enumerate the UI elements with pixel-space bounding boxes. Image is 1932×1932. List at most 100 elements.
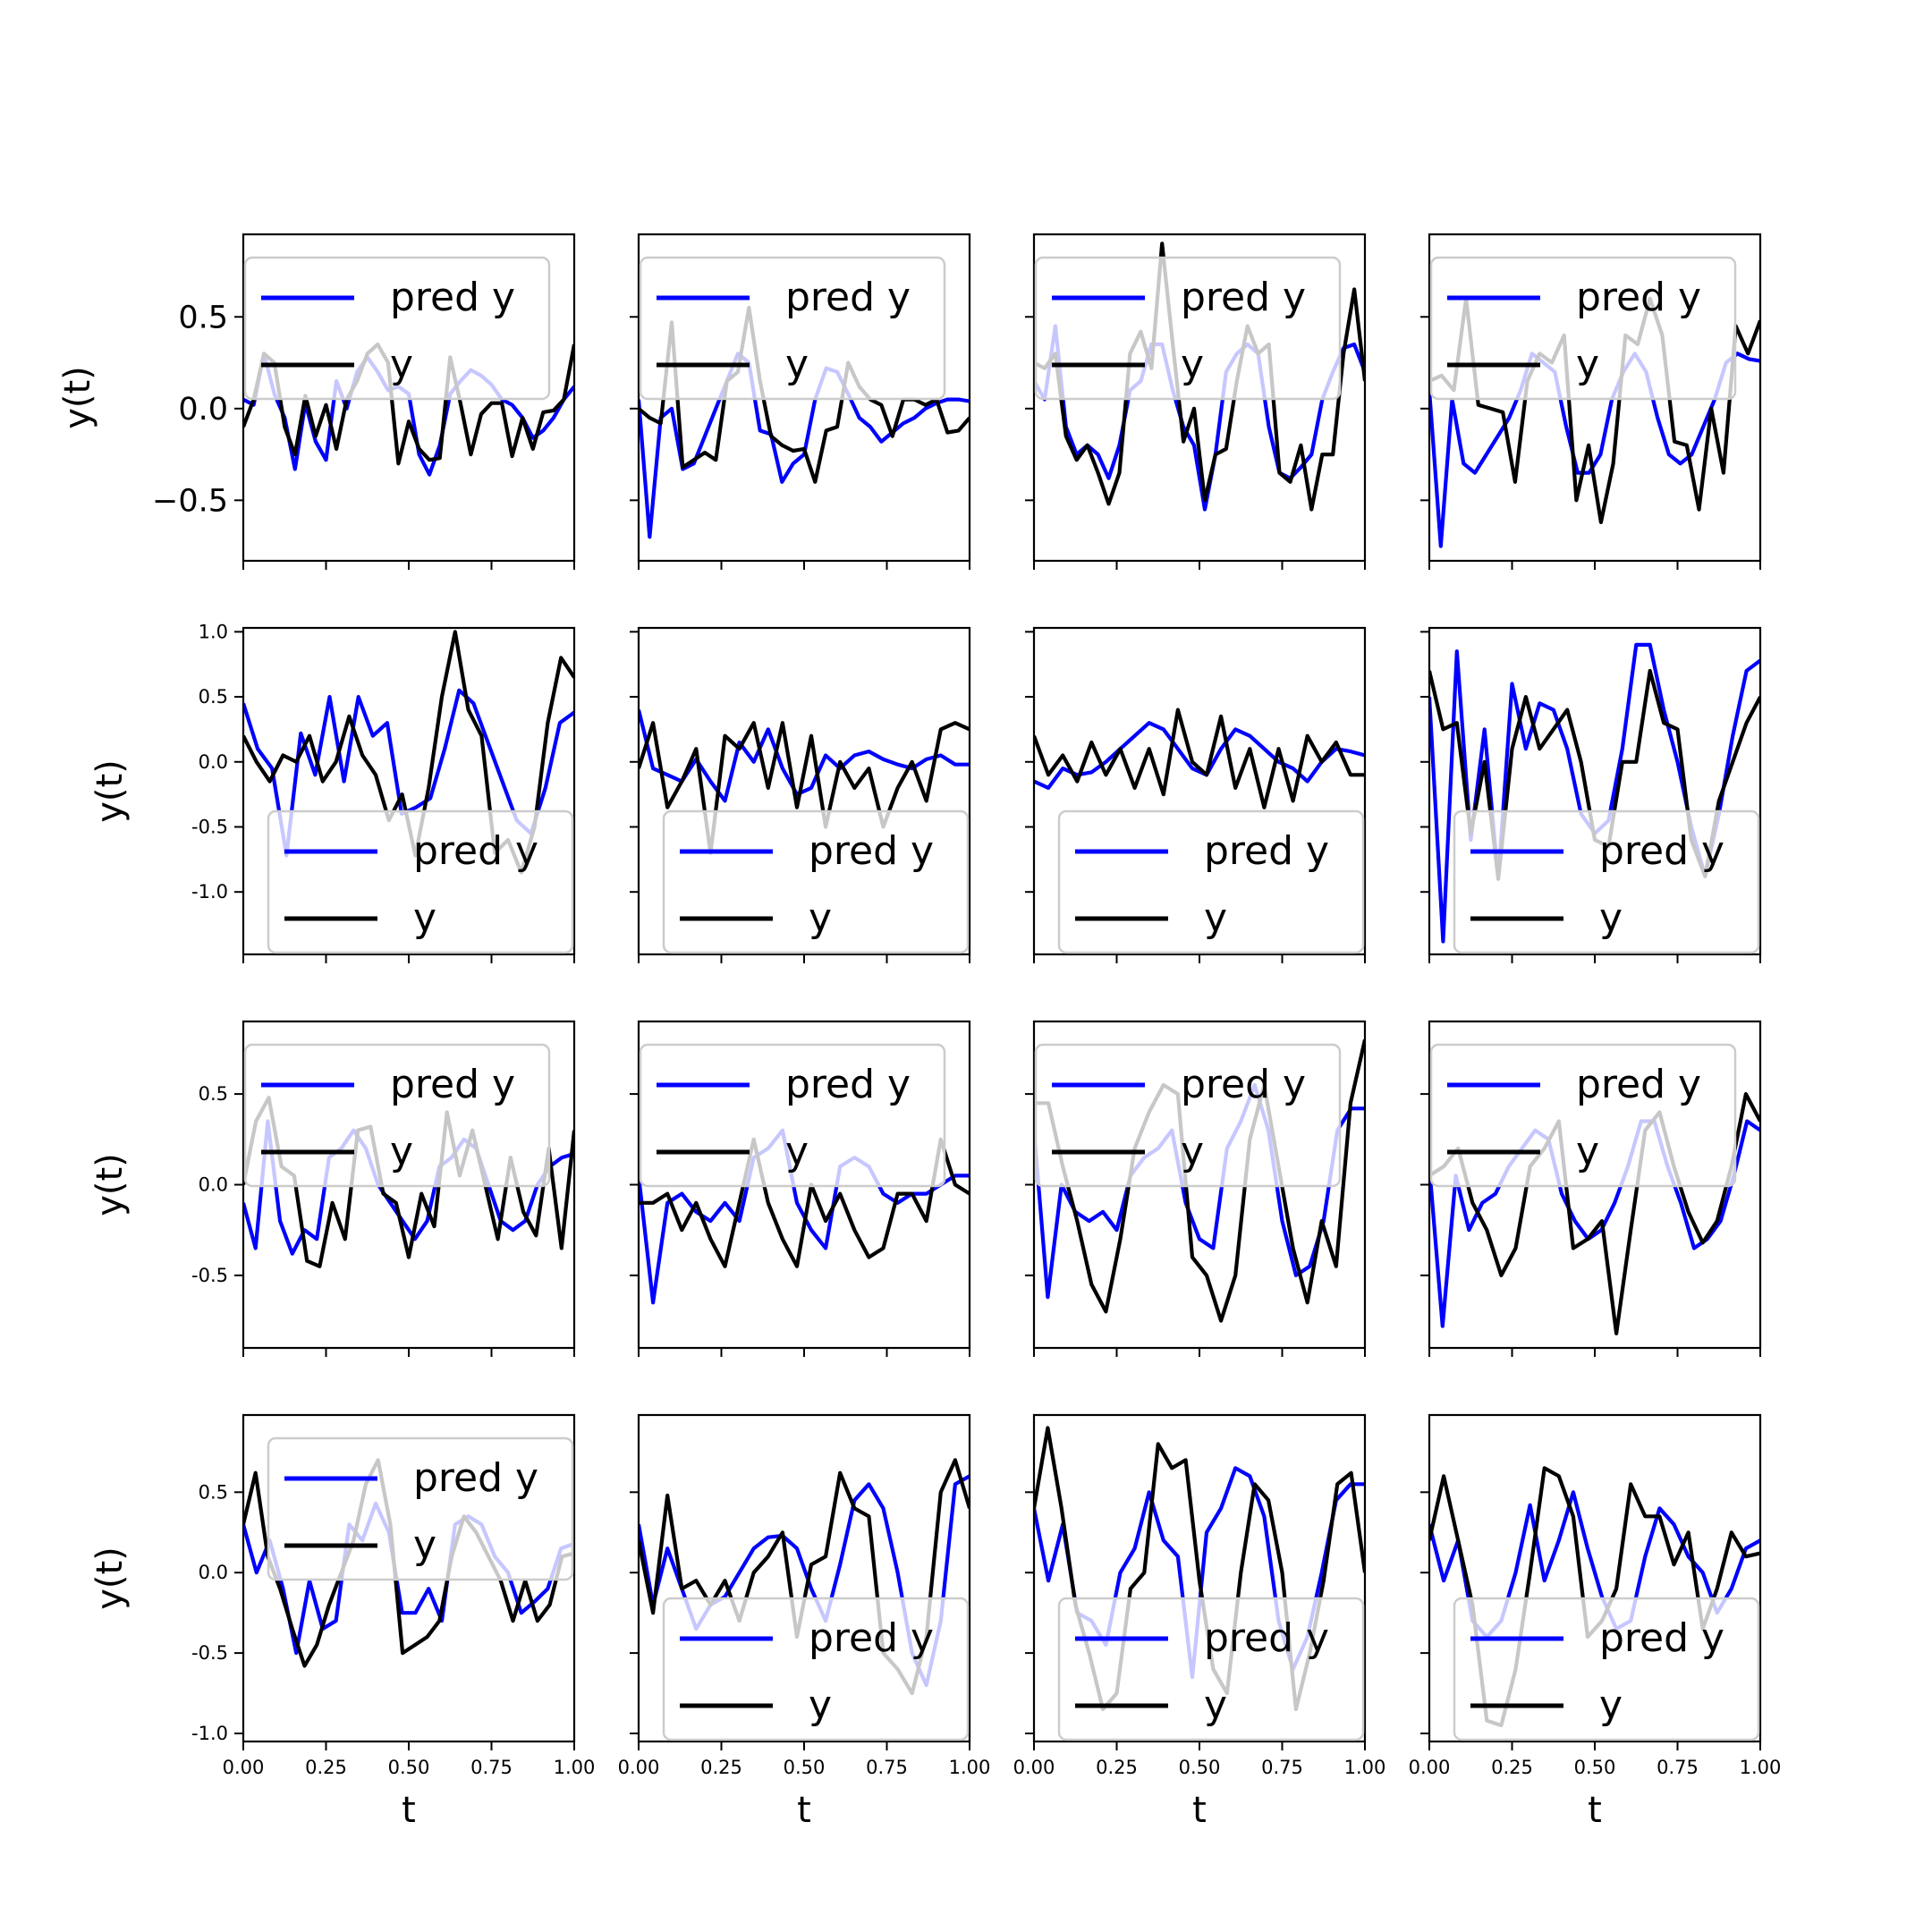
y-axis-label: y(t) [89,1546,131,1610]
series-group [639,709,970,855]
y-tick-label: 0.0 [199,1562,228,1583]
x-tick-label: 0.25 [700,1757,742,1778]
y-axis-label: y(t) [57,366,98,429]
series-group [1034,242,1365,512]
series-line-pred-y [1034,1082,1365,1300]
y-tick-label: 0.5 [199,686,228,708]
y-tick-label: 0.0 [199,751,228,773]
x-tick-label: 0.25 [305,1757,347,1778]
series-line-y [639,1137,970,1268]
legend-label: pred y [1204,1615,1329,1661]
series-group [1429,1091,1760,1335]
legend-label: pred y [1204,828,1329,874]
legend-label: y [1576,1129,1599,1174]
legend: pred y y [1453,1597,1760,1741]
x-axis-label: t [1192,1790,1207,1831]
x-tick-label: 1.00 [949,1757,991,1778]
legend-label: y [413,895,436,941]
legend: pred y y [1034,1043,1342,1188]
legend: pred y y [639,256,946,401]
legend-label: pred y [1599,828,1724,874]
series-line-pred-y [243,1119,574,1256]
series-line-pred-y [1034,721,1365,791]
legend-label: y [1599,895,1623,941]
subplot-3-3: 0.00 0.25 0.50 0.75 1.00 t pred y y [1409,1413,1782,1831]
legend-label: pred y [1576,275,1701,320]
legend: pred y y [1034,256,1342,401]
subplot-0-3: pred y y [1420,233,1762,570]
legend-label: y [1576,342,1599,387]
legend: pred y y [243,1043,551,1188]
legend-label: y [785,342,809,387]
x-tick-label: 1.00 [1344,1757,1386,1778]
series-line-y [1034,242,1365,512]
y-tick-label: -1.0 [191,881,228,902]
x-axis-label: t [797,1790,811,1831]
series-line-y [1034,1038,1365,1323]
legend: pred y y [639,1043,946,1188]
y-tick-label: 0.5 [199,1481,228,1503]
x-tick-label: 1.00 [1740,1757,1782,1778]
legend: pred y y [267,1436,574,1581]
y-tick-label: 0.5 [199,1083,228,1105]
x-tick-label: 0.75 [1657,1757,1699,1778]
legend-label: pred y [785,1062,911,1107]
x-tick-label: 0.00 [223,1757,265,1778]
subplot-3-0: 0.00 0.25 0.50 0.75 1.00 t -1.0 -0.5 0.0 0.5 y(t) p… [89,1413,595,1831]
y-tick-label: -1.0 [191,1723,228,1744]
x-tick-label: 0.50 [1574,1757,1616,1778]
legend: pred y y [1453,809,1760,954]
series-line-y [639,721,970,855]
subplot-1-3: pred y y [1420,626,1762,963]
y-tick-label: 0.0 [178,392,228,428]
legend-label: pred y [809,1615,934,1661]
y-tick-label: -0.5 [191,1642,228,1664]
series-group [243,1458,574,1668]
y-tick-label: -0.5 [191,816,228,837]
legend-label: pred y [1576,1062,1701,1107]
legend-label: y [390,342,413,387]
x-axis-label: t [1588,1790,1602,1831]
series-group [1429,296,1760,548]
x-tick-label: 0.50 [388,1757,430,1778]
subplot-3-1: 0.00 0.25 0.50 0.75 1.00 t pred y y [618,1413,991,1831]
x-axis-label: t [402,1790,416,1831]
legend: pred y y [662,809,970,954]
x-tick-label: 0.25 [1491,1757,1533,1778]
legend-label: pred y [413,1455,538,1501]
legend-label: y [1181,1129,1204,1174]
legend: pred y y [267,809,574,954]
y-axis-label: y(t) [89,1153,131,1216]
x-tick-label: 0.00 [1409,1757,1451,1778]
subplot-2-3: pred y y [1420,1020,1762,1357]
legend: pred y y [243,256,551,401]
legend-label: y [1599,1682,1623,1728]
legend-label: y [413,1522,436,1568]
y-tick-label: 0.0 [199,1174,228,1196]
subplot-2-0: -0.5 0.0 0.5 y(t) pred y y [89,1020,576,1357]
series-line-y [243,1458,574,1668]
x-tick-label: 0.50 [1179,1757,1221,1778]
series-line-y [1429,296,1760,525]
legend-label: y [809,895,832,941]
subplot-2-2: pred y y [1025,1020,1367,1357]
x-tick-label: 0.75 [470,1757,513,1778]
legend-label: pred y [785,275,911,320]
legend-label: pred y [390,275,515,320]
subplot-3-2: 0.00 0.25 0.50 0.75 1.00 t pred y y [1013,1413,1386,1831]
series-line-pred-y [1429,352,1760,548]
legend-label: pred y [1599,1615,1724,1661]
legend-label: y [390,1129,413,1174]
y-axis-label: y(t) [89,759,131,823]
legend: pred y y [662,1597,970,1741]
subplot-0-2: pred y y [1025,233,1367,570]
x-tick-label: 0.50 [784,1757,826,1778]
legend: pred y y [1057,809,1365,954]
subplot-1-1: pred y y [630,626,971,963]
x-tick-label: 0.25 [1096,1757,1138,1778]
subplot-0-0: −0.5 0.0 0.5 y(t) pred y y [57,233,576,570]
legend-label: pred y [390,1062,515,1107]
legend: pred y y [1429,256,1737,401]
